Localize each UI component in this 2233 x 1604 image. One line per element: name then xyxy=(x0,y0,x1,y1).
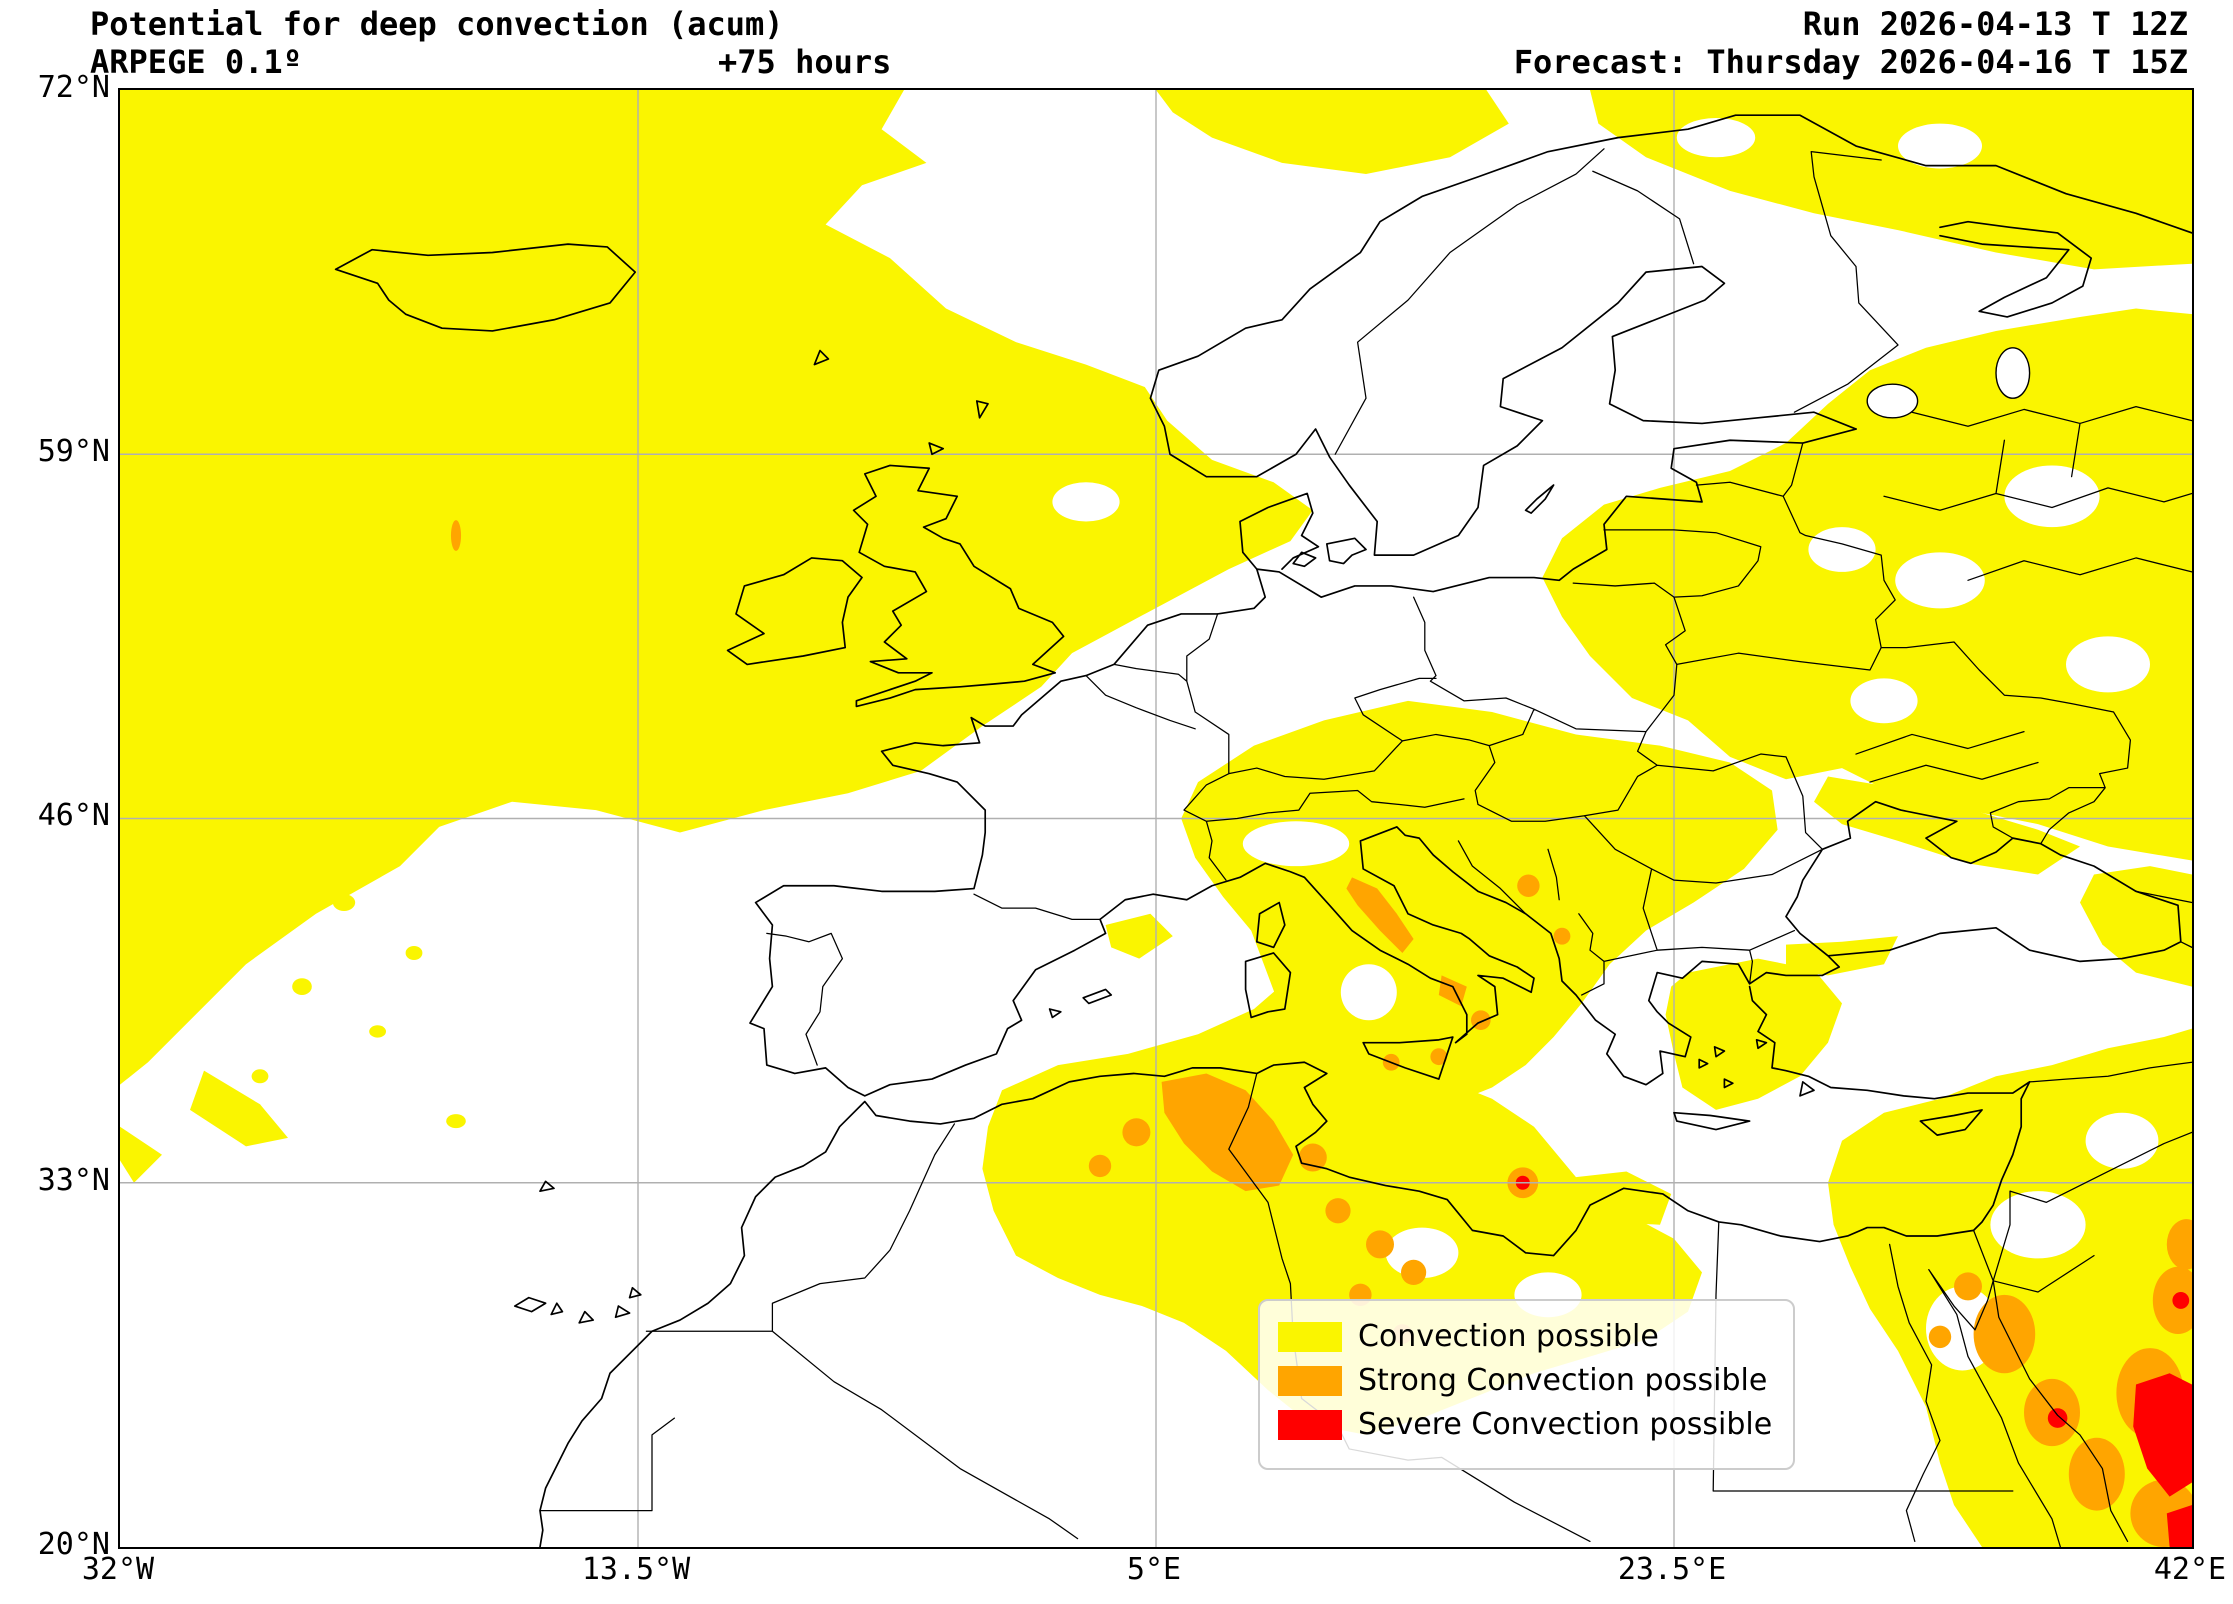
forecast-label: Forecast: Thursday 2026-04-16 T 15Z xyxy=(1513,43,2188,81)
gridlines-layer xyxy=(120,90,2192,1547)
lat-tick-72N: 72°N xyxy=(37,70,110,105)
lon-tick-23-5E: 23.5°E xyxy=(1617,1552,1727,1587)
lat-tick-59N: 59°N xyxy=(37,434,110,469)
lon-tick-13-5W: 13.5°W xyxy=(581,1552,691,1587)
severe-convection-layer xyxy=(1515,1175,2192,1547)
legend-label: Severe Convection possible xyxy=(1358,1407,1773,1442)
lon-tick-42E: 42°E xyxy=(2153,1552,2227,1587)
lakes-layer xyxy=(1866,347,2031,419)
model-label: ARPEGE 0.1º xyxy=(90,43,302,81)
lon-tick-5E: 5°E xyxy=(1126,1552,1182,1587)
legend-label: Strong Convection possible xyxy=(1358,1363,1768,1398)
convection-possible-layer xyxy=(120,90,2192,1547)
coastlines-layer xyxy=(334,114,2192,1547)
map-svg xyxy=(120,90,2192,1547)
lat-tick-46N: 46°N xyxy=(37,798,110,833)
lead-time-label: +75 hours xyxy=(718,43,892,81)
strong-convection-layer xyxy=(450,520,2192,1547)
legend-item-severe-convection: Severe Convection possible xyxy=(1278,1403,1793,1447)
legend-swatch-red xyxy=(1278,1410,1342,1440)
legend: Convection possible Strong Convection po… xyxy=(1258,1299,1795,1470)
map-plot-area: Convection possible Strong Convection po… xyxy=(118,88,2194,1549)
lat-tick-33N: 33°N xyxy=(37,1163,110,1198)
lon-tick-32W: 32°W xyxy=(81,1552,155,1587)
legend-swatch-yellow xyxy=(1278,1322,1342,1352)
lat-tick-20N: 20°N xyxy=(37,1527,110,1562)
white-holes-layer xyxy=(1052,118,2159,1371)
legend-swatch-orange xyxy=(1278,1366,1342,1396)
legend-item-strong-convection: Strong Convection possible xyxy=(1278,1359,1793,1403)
page-title: Potential for deep convection (acum) xyxy=(90,5,784,43)
run-label: Run 2026-04-13 T 12Z xyxy=(1802,5,2188,43)
borders-layer xyxy=(539,148,2192,1547)
legend-label: Convection possible xyxy=(1358,1319,1659,1354)
legend-item-convection: Convection possible xyxy=(1278,1315,1793,1359)
